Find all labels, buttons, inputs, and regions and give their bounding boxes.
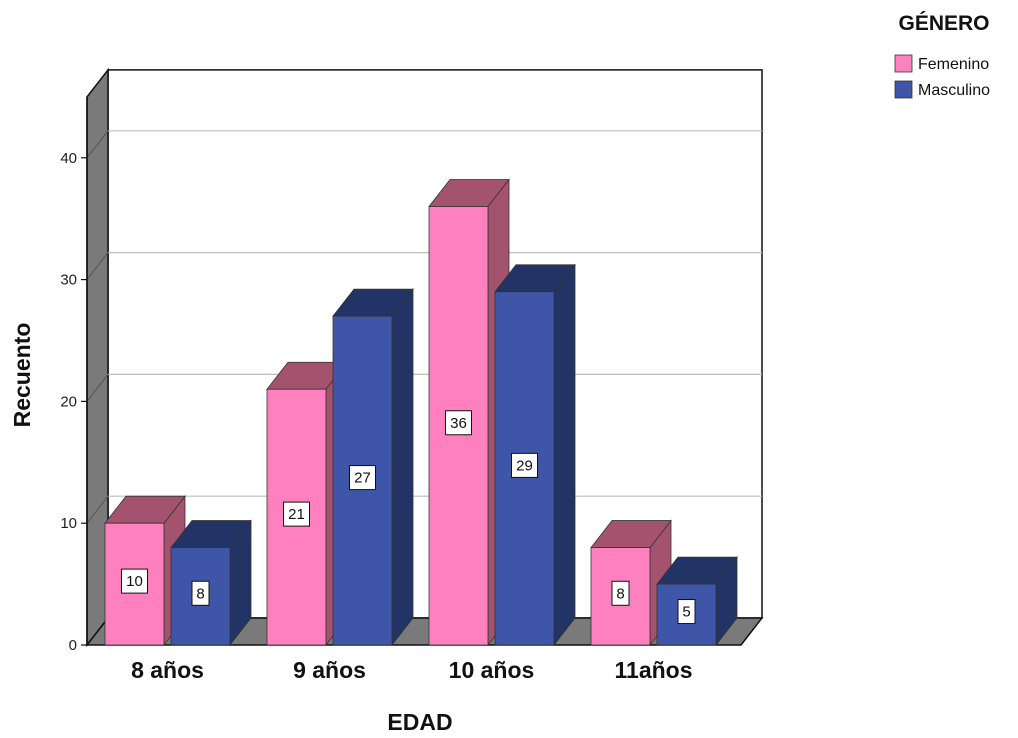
- data-label-box: [611, 580, 630, 606]
- bar-femenino-0: 10: [104, 495, 186, 647]
- bar-masculino-1: 27: [332, 287, 414, 647]
- data-label: 8: [616, 585, 624, 602]
- data-label-box: [511, 452, 538, 478]
- gridline-wall: [86, 130, 109, 159]
- bar-masculino-2: 29: [494, 263, 576, 647]
- gridline-wall: [86, 495, 109, 524]
- data-label-box: [445, 410, 472, 436]
- data-label-box: [349, 465, 376, 491]
- y-axis-title: Recuento: [9, 323, 35, 428]
- gridline-wall: [86, 374, 109, 402]
- data-label: 27: [354, 470, 371, 487]
- x-tick-label: 11años: [615, 657, 693, 683]
- data-label-box: [677, 599, 696, 625]
- y-tick-label: 30: [60, 272, 77, 289]
- legend-label-masculino: Masculino: [918, 82, 990, 99]
- y-tick-label: 40: [60, 150, 77, 167]
- legend-title: GÉNERO: [898, 12, 989, 35]
- x-tick-label: 8 años: [131, 657, 204, 683]
- legend: GÉNERO Femenino Masculino: [894, 12, 990, 99]
- x-axis: 8 años 9 años 10 años 11años: [131, 657, 692, 683]
- bars: 10 8 21 27 36 29 8 5: [104, 178, 738, 647]
- legend-label-femenino: Femenino: [918, 56, 989, 73]
- data-label: 8: [196, 585, 204, 602]
- data-label: 29: [516, 457, 533, 474]
- x-tick-label: 10 años: [449, 657, 535, 683]
- x-tick-label: 9 años: [293, 657, 366, 683]
- legend-swatch-femenino: [894, 54, 913, 73]
- data-label: 5: [682, 604, 690, 621]
- bar-side: [553, 263, 576, 647]
- data-label-box: [283, 501, 310, 527]
- legend-swatch-masculino: [894, 80, 913, 99]
- legend-items: Femenino Masculino: [894, 54, 990, 99]
- data-label: 21: [288, 506, 305, 523]
- gridline-wall: [86, 252, 109, 280]
- bar-masculino-0: 8: [170, 519, 252, 647]
- y-axis: 0 10 20 30 40: [60, 96, 88, 654]
- data-label-box: [191, 580, 210, 606]
- y-tick-label: 0: [69, 637, 77, 654]
- y-tick-label: 20: [60, 393, 77, 410]
- data-label-box: [121, 568, 148, 594]
- data-label: 10: [126, 573, 143, 590]
- bar-masculino-3: 5: [656, 555, 738, 647]
- data-label: 36: [450, 415, 467, 432]
- y-tick-label: 10: [60, 515, 77, 532]
- x-axis-title: EDAD: [387, 709, 452, 735]
- bar-side: [391, 287, 414, 647]
